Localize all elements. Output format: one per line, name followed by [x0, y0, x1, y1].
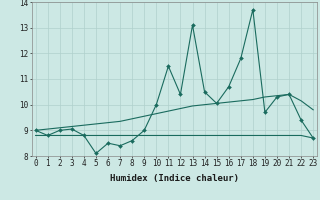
X-axis label: Humidex (Indice chaleur): Humidex (Indice chaleur) — [110, 174, 239, 183]
